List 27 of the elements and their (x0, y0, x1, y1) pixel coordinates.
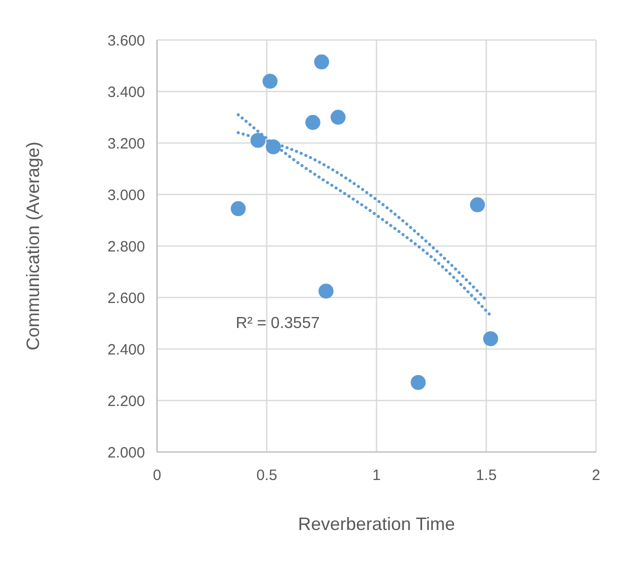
point (470, 197, 485, 212)
line-series (236, 113, 492, 318)
y-tick-label: 2.000 (107, 444, 145, 462)
point (318, 284, 334, 299)
x-axis-title: Reverberation Time (298, 514, 456, 534)
point (230, 201, 246, 216)
point (305, 114, 320, 130)
point (410, 374, 426, 390)
point (314, 54, 330, 70)
y-tick-label: 2.800 (107, 238, 145, 256)
x-tick-label: 0 (152, 467, 162, 484)
point (483, 331, 498, 346)
y-tick-label: 3.600 (107, 32, 145, 50)
y-axis-title: Communication (Average) (23, 142, 43, 350)
y-tick-label: 3.400 (107, 84, 145, 101)
annotation: R² = 0.3557 (236, 314, 320, 332)
point (330, 110, 346, 125)
y-tick-label: 2.600 (107, 290, 145, 307)
y-tick-label: 3.000 (107, 186, 145, 204)
x-tick-label: 0.5 (256, 467, 278, 484)
point (262, 74, 278, 89)
y-tick-label: 3.200 (107, 135, 145, 152)
x-tick-label: 1.5 (476, 467, 497, 484)
x-tick-label: 1 (372, 467, 381, 484)
y-tick-label: 2.400 (107, 341, 145, 358)
y-tick-label: 2.200 (107, 392, 145, 410)
x-tick-label: 2 (592, 467, 600, 484)
